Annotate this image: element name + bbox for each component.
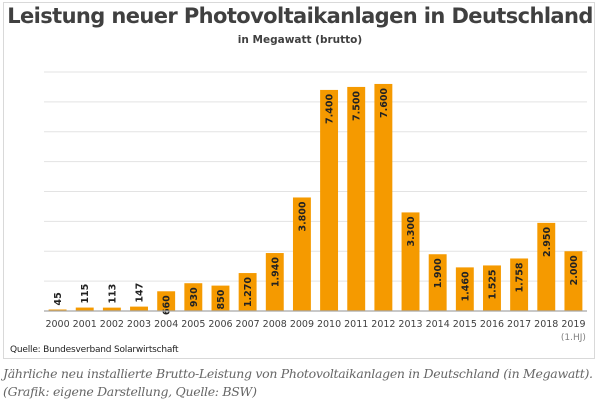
bar-2007 <box>238 273 257 311</box>
x-tick-label: 2005 <box>181 319 205 330</box>
bar-2005 <box>184 283 203 311</box>
x-tick-label: 2016 <box>480 319 504 330</box>
bar-2018 <box>537 222 556 311</box>
data-label: 1.460 <box>460 271 471 301</box>
bar-2017 <box>510 258 529 311</box>
data-label: 115 <box>80 284 91 304</box>
x-tick-label: 2013 <box>398 319 422 330</box>
bar-2016 <box>483 265 501 311</box>
data-label: 7.400 <box>325 94 336 124</box>
x-tick-label: 2008 <box>263 319 287 330</box>
bar-2012 <box>374 83 393 311</box>
x-tick-label: 2000 <box>45 319 69 330</box>
bar-2006 <box>211 285 230 311</box>
data-labels: 45 115 113 147 660 930 850 1.270 1.940 3.800 7.400… <box>53 88 580 316</box>
data-label: 3.300 <box>406 216 417 246</box>
bar-2019 <box>564 251 583 311</box>
bars <box>48 83 583 311</box>
bar-2011 <box>347 86 366 311</box>
data-label: 660 <box>162 295 173 315</box>
x-tick-label: 2011 <box>344 319 368 330</box>
x-tick-label: 2001 <box>73 319 97 330</box>
figure-caption: Jährliche neu installierte Brutto-Leistu… <box>3 366 593 399</box>
data-label: 3.800 <box>297 201 308 231</box>
bar-chart: 45 115 113 147 660 930 850 1.270 1.940 3.800 7.400… <box>44 71 587 343</box>
source-note: Quelle: Bundesverband Solarwirtschaft <box>10 345 179 355</box>
bar-2008 <box>265 253 284 311</box>
data-label: 7.600 <box>379 88 390 118</box>
data-label: 1.270 <box>243 277 254 307</box>
bar-2000 <box>48 309 67 311</box>
x-tick-label: 2006 <box>208 319 232 330</box>
data-label: 113 <box>107 284 118 304</box>
x-tick-label: 2018 <box>534 319 558 330</box>
x-tick-label: 2019 <box>561 319 585 330</box>
data-label: 2.950 <box>542 226 553 256</box>
x-tick-label: 2004 <box>154 319 178 330</box>
x-tick-label: 2009 <box>290 319 314 330</box>
bar-2013 <box>401 212 420 311</box>
bar-2015 <box>455 267 474 311</box>
x-tick-labels: 2000 2001 2002 2003 2004 2005 2006 2007 2008 2009… <box>45 319 585 343</box>
bar-2014 <box>428 254 447 311</box>
x-tick-label: 2003 <box>127 319 151 330</box>
data-label: 2.000 <box>569 255 580 285</box>
data-label: 930 <box>189 287 200 307</box>
bar-2002 <box>102 307 121 311</box>
data-label: 1.940 <box>270 257 281 287</box>
gridlines <box>44 71 587 282</box>
x-tick-label: 2017 <box>507 319 531 330</box>
x-tick-label: 2014 <box>426 319 450 330</box>
data-label: 147 <box>135 283 146 303</box>
x-tick-label: 2015 <box>453 319 477 330</box>
data-label: 7.500 <box>352 91 363 121</box>
data-label: 1.900 <box>433 258 444 288</box>
bar-2010 <box>320 89 339 311</box>
x-tick-label: 2010 <box>317 319 341 330</box>
data-label: 45 <box>53 292 64 305</box>
x-tick-label: 2007 <box>236 319 260 330</box>
x-tick-label: 2002 <box>100 319 124 330</box>
data-label: 1.758 <box>515 262 526 292</box>
data-label: 1.525 <box>487 269 498 299</box>
bar-2001 <box>75 307 94 311</box>
chart-title: Leistung neuer Photovoltaikanlagen in De… <box>7 4 593 28</box>
bar-2003 <box>130 306 148 311</box>
bar-2009 <box>292 197 311 311</box>
x-tick-sublabel: (1.HJ) <box>561 333 586 343</box>
x-tick-label: 2012 <box>371 319 395 330</box>
chart-subtitle: in Megawatt (brutto) <box>237 34 363 46</box>
bar-2004 <box>157 291 176 311</box>
data-label: 850 <box>216 289 227 309</box>
